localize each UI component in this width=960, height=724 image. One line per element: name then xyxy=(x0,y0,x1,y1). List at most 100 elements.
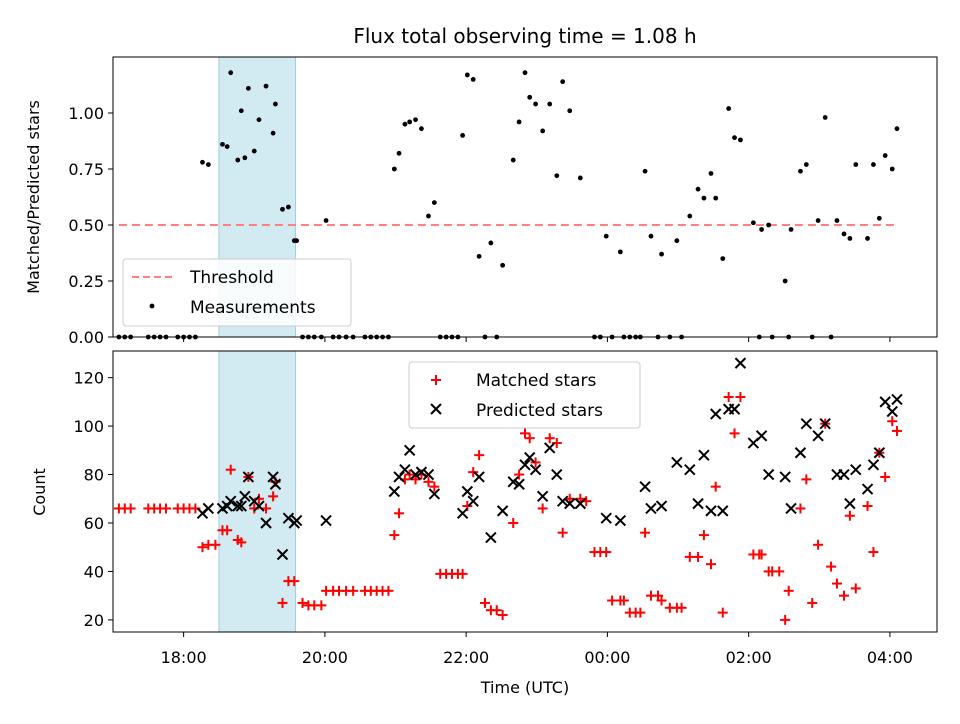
top-y-tick-label: 0.25 xyxy=(68,272,104,291)
measurement-point xyxy=(876,215,882,221)
predicted-star-point xyxy=(403,444,416,457)
predicted-star-point xyxy=(886,405,898,418)
matched-star-point xyxy=(880,471,891,482)
matched-star-point xyxy=(783,585,794,596)
predicted-star-point xyxy=(800,417,813,430)
measurement-point xyxy=(510,157,516,163)
x-tick-label: 02:00 xyxy=(726,648,772,667)
x-tick-label: 18:00 xyxy=(161,648,207,667)
measurement-point xyxy=(547,101,553,107)
measurement-point xyxy=(726,106,732,111)
matched-star-point xyxy=(698,530,709,541)
matched-star-point xyxy=(839,590,850,601)
matched-star-point xyxy=(723,392,734,403)
matched-star-point xyxy=(735,392,746,403)
measurement-point xyxy=(674,238,680,244)
matched-star-point xyxy=(389,530,400,541)
matched-star-point xyxy=(756,549,767,560)
predicted-star-point xyxy=(519,459,531,471)
measurement-point xyxy=(720,256,726,261)
predicted-star-point xyxy=(762,468,775,481)
matched-star-point xyxy=(383,585,394,596)
y-tick-label: 20 xyxy=(84,611,104,630)
matched-star-point xyxy=(693,551,704,562)
predicted-star-point xyxy=(235,500,248,512)
matched-star-point xyxy=(268,491,279,502)
measurement-point xyxy=(245,85,251,91)
measurement-point xyxy=(695,186,701,192)
matched-star-point xyxy=(656,595,667,606)
predicted-star-point xyxy=(536,490,549,503)
measurement-point xyxy=(251,148,257,154)
measurement-point xyxy=(554,173,560,179)
measurement-point xyxy=(413,117,418,123)
x-tick-label: 20:00 xyxy=(302,648,348,667)
matched-stars-series xyxy=(113,392,902,625)
matched-star-point xyxy=(780,614,791,625)
measurement-point xyxy=(798,168,803,174)
measurement-point xyxy=(648,233,654,239)
matched-star-point xyxy=(514,469,525,480)
matched-star-point xyxy=(868,547,879,558)
measurement-point xyxy=(391,166,397,172)
matched-star-point xyxy=(468,467,479,478)
matched-star-point xyxy=(348,585,359,596)
measurement-point xyxy=(894,126,900,132)
measurement-point xyxy=(853,162,859,167)
predicted-star-point xyxy=(734,357,747,369)
top-axes-frame xyxy=(112,56,938,338)
predicted-stars-series xyxy=(196,357,903,561)
measurement-point xyxy=(285,204,291,210)
matched-star-point xyxy=(197,542,208,553)
matched-star-point xyxy=(530,457,541,468)
bottom-shaded-span xyxy=(218,350,296,633)
predicted-star-point xyxy=(513,478,525,490)
measurement-point xyxy=(396,150,402,156)
measurement-point xyxy=(567,108,573,114)
matched-star-point xyxy=(520,428,530,439)
measurement-point xyxy=(815,218,821,223)
measurement-point xyxy=(220,141,225,147)
measurement-point xyxy=(470,77,476,82)
bottom-legend: Matched stars Predicted stars xyxy=(408,361,641,429)
top-legend-box xyxy=(122,258,352,327)
matched-star-point xyxy=(210,539,221,550)
predicted-star-point xyxy=(260,517,272,529)
predicted-star-point xyxy=(709,408,722,420)
matched-star-point xyxy=(125,503,136,514)
measurement-point xyxy=(235,157,241,163)
measurement-point xyxy=(273,101,278,107)
predicted-star-point xyxy=(269,478,282,490)
matched-star-point xyxy=(635,607,646,618)
predicted-star-point xyxy=(544,442,556,454)
predicted-star-point xyxy=(819,417,831,430)
measurement-point xyxy=(464,72,470,78)
predicted-star-point xyxy=(867,459,880,471)
top-y-tick-label: 1.00 xyxy=(68,104,104,123)
measurement-point xyxy=(270,130,276,136)
measurement-point xyxy=(431,200,437,206)
matched-star-point xyxy=(236,537,247,548)
predicted-star-point xyxy=(461,485,474,498)
bottom-axes-frame xyxy=(112,350,938,633)
measurement-point xyxy=(522,70,528,76)
matched-star-point xyxy=(618,595,629,606)
measurement-point xyxy=(750,220,756,226)
predicted-star-point xyxy=(873,447,886,459)
measurement-point xyxy=(476,253,482,259)
measurement-point xyxy=(205,162,211,167)
matched-star-point xyxy=(491,605,502,616)
x-axis-label: Time (UTC) xyxy=(480,678,569,697)
matched-star-point xyxy=(831,578,842,589)
bottom-x-axis: 18:00 20:00 22:00 00:00 02:00 04:00 xyxy=(161,632,913,667)
predicted-star-point xyxy=(556,495,569,507)
predicted-star-point xyxy=(422,468,435,481)
measurement-point xyxy=(766,222,772,228)
measurement-point xyxy=(659,251,664,257)
matched-star-point xyxy=(222,525,233,536)
y-tick-label: 80 xyxy=(84,466,104,485)
measurement-point xyxy=(782,278,788,284)
matched-star-point xyxy=(774,566,785,577)
measurement-point xyxy=(732,135,737,141)
